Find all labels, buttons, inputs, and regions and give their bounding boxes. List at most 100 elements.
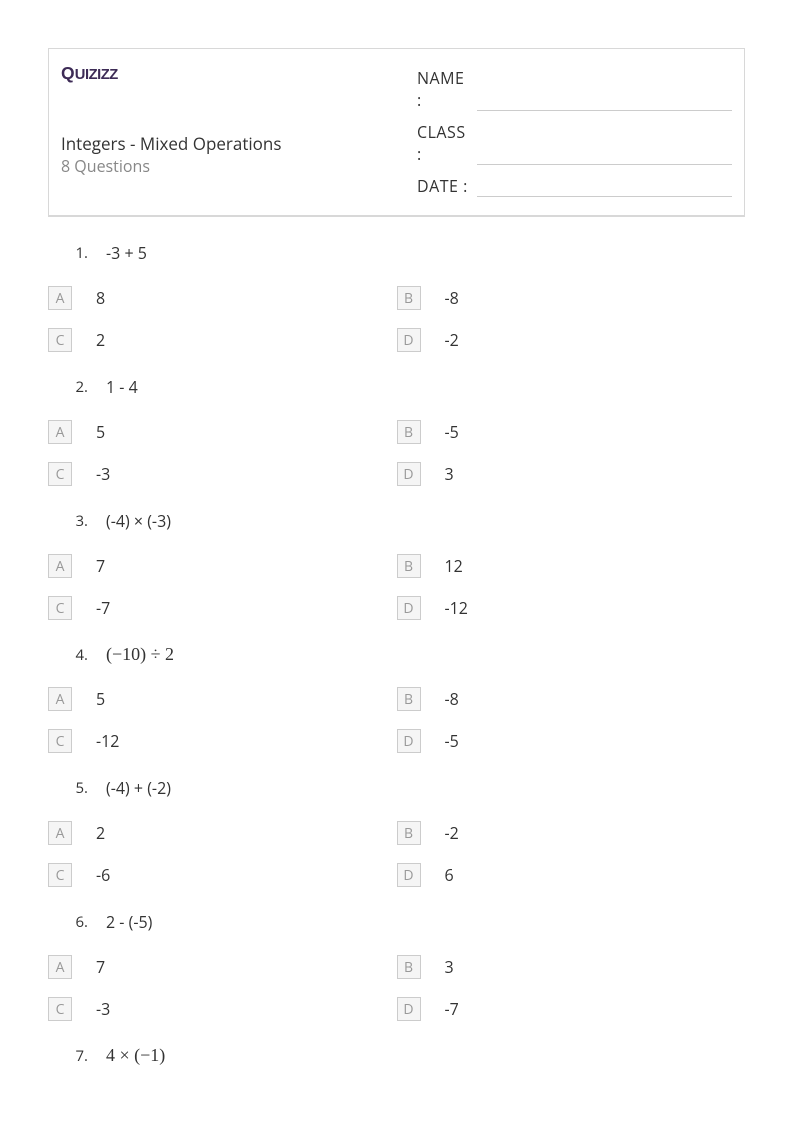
answer-item[interactable]: D -5 — [397, 729, 746, 753]
answer-letter-box: B — [397, 687, 421, 711]
question-text: (-4) + (-2) — [96, 777, 171, 799]
answer-text: 5 — [96, 688, 105, 710]
question-row: 3.(-4) × (-3) — [48, 510, 745, 532]
class-label: CLASS : — [417, 121, 473, 165]
answer-text: -2 — [445, 822, 459, 844]
answer-item[interactable]: B -5 — [397, 420, 746, 444]
answer-item[interactable]: D -2 — [397, 328, 746, 352]
quizizz-logo: Q UIZIZZ — [61, 61, 417, 92]
answer-text: 6 — [445, 864, 454, 886]
answer-item[interactable]: A5 — [48, 420, 397, 444]
question-number: 7. — [60, 1046, 96, 1066]
answer-letter-box: B — [397, 420, 421, 444]
answer-letter-box: A — [48, 286, 72, 310]
answer-letter-box: B — [397, 554, 421, 578]
quiz-subtitle: 8 Questions — [61, 155, 417, 177]
answer-letter-box: D — [397, 729, 421, 753]
answer-text: -2 — [445, 329, 459, 351]
answer-text: 3 — [445, 463, 454, 485]
answers-grid: A7B12C-7D -12 — [48, 554, 745, 620]
answers-grid: A7B3C-3D-7 — [48, 955, 745, 1021]
answer-item[interactable]: A2 — [48, 821, 397, 845]
question-block: 4.(−10) ÷ 2A5B-8C-12D-5 — [48, 644, 745, 753]
answer-item[interactable]: B3 — [397, 955, 746, 979]
answer-text: -12 — [445, 597, 468, 619]
answer-letter-box: A — [48, 821, 72, 845]
question-text: 2 - (-5) — [96, 911, 152, 933]
answer-text: 8 — [96, 287, 105, 309]
answer-letter-box: C — [48, 729, 72, 753]
question-number: 6. — [60, 912, 96, 932]
answer-text: -7 — [96, 597, 110, 619]
header-right: NAME : CLASS : DATE : — [417, 61, 732, 197]
answer-item[interactable]: A8 — [48, 286, 397, 310]
answer-text: -6 — [96, 864, 110, 886]
answer-text: 5 — [96, 421, 105, 443]
answer-item[interactable]: C2 — [48, 328, 397, 352]
answer-letter-box: D — [397, 596, 421, 620]
name-field-row: NAME : — [417, 67, 732, 111]
answer-item[interactable]: C-3 — [48, 462, 397, 486]
answer-text: 2 — [96, 329, 105, 351]
answer-item[interactable]: B-8 — [397, 687, 746, 711]
answer-letter-box: B — [397, 821, 421, 845]
answer-item[interactable]: D3 — [397, 462, 746, 486]
answer-item[interactable]: A5 — [48, 687, 397, 711]
answer-text: -5 — [445, 730, 459, 752]
answer-letter-box: A — [48, 955, 72, 979]
answer-item[interactable]: C-7 — [48, 596, 397, 620]
answer-item[interactable]: C -3 — [48, 997, 397, 1021]
question-number: 5. — [60, 778, 96, 798]
answer-text: 7 — [96, 956, 105, 978]
questions-area: 1.-3 + 5A8B-8C2D-22.1 - 4A5B-5C-3D33.(-4… — [48, 180, 745, 1090]
question-text: -3 + 5 — [96, 242, 147, 264]
question-block: 2.1 - 4A5B-5C-3D3 — [48, 376, 745, 486]
answer-text: -7 — [445, 998, 459, 1020]
class-line[interactable] — [477, 145, 732, 165]
answers-grid: A5B-8C-12D-5 — [48, 687, 745, 753]
answer-letter-box: D — [397, 462, 421, 486]
answer-letter-box: D — [397, 997, 421, 1021]
answer-item[interactable]: C -6 — [48, 863, 397, 887]
answer-letter-box: A — [48, 420, 72, 444]
answer-text: -12 — [96, 730, 119, 752]
question-text: 1 - 4 — [96, 376, 138, 398]
answer-item[interactable]: B12 — [397, 554, 746, 578]
answer-item[interactable]: C -12 — [48, 729, 397, 753]
answer-item[interactable]: D -12 — [397, 596, 746, 620]
question-row: 6.2 - (-5) — [48, 911, 745, 933]
answers-grid: A5B-5C-3D3 — [48, 420, 745, 486]
question-text: (−10) ÷ 2 — [96, 644, 174, 665]
question-text: (-4) × (-3) — [96, 510, 171, 532]
question-row: 1.-3 + 5 — [48, 242, 745, 264]
question-block: 1.-3 + 5A8B-8C2D-2 — [48, 242, 745, 352]
question-block: 6.2 - (-5)A7B3C-3D-7 — [48, 911, 745, 1021]
answers-grid: A2B -2 C -6 D6 — [48, 821, 745, 887]
answer-text: -5 — [445, 421, 459, 443]
svg-text:UIZIZZ: UIZIZZ — [75, 67, 118, 83]
answer-text: 3 — [445, 956, 454, 978]
answers-grid: A8B-8C2D-2 — [48, 286, 745, 352]
answer-item[interactable]: B -2 — [397, 821, 746, 845]
answer-item[interactable]: D -7 — [397, 997, 746, 1021]
answer-item[interactable]: B-8 — [397, 286, 746, 310]
question-block: 5.(-4) + (-2) A2B -2 C -6 D6 — [48, 777, 745, 887]
answer-letter-box: C — [48, 863, 72, 887]
answer-letter-box: A — [48, 687, 72, 711]
answer-text: -8 — [445, 287, 459, 309]
question-row: 2.1 - 4 — [48, 376, 745, 398]
answer-letter-box: C — [48, 328, 72, 352]
answer-text: -3 — [96, 463, 110, 485]
answer-item[interactable]: A7 — [48, 955, 397, 979]
question-number: 1. — [60, 243, 96, 263]
question-row: 5.(-4) + (-2) — [48, 777, 745, 799]
answer-item[interactable]: D6 — [397, 863, 746, 887]
question-row: 7.4 × (−1) — [48, 1045, 745, 1066]
question-block: 3.(-4) × (-3) A7B12C-7D -12 — [48, 510, 745, 620]
answer-letter-box: A — [48, 554, 72, 578]
answer-item[interactable]: A7 — [48, 554, 397, 578]
answer-letter-box: C — [48, 997, 72, 1021]
answer-text: -3 — [96, 998, 110, 1020]
answer-letter-box: D — [397, 328, 421, 352]
name-line[interactable] — [477, 91, 732, 111]
